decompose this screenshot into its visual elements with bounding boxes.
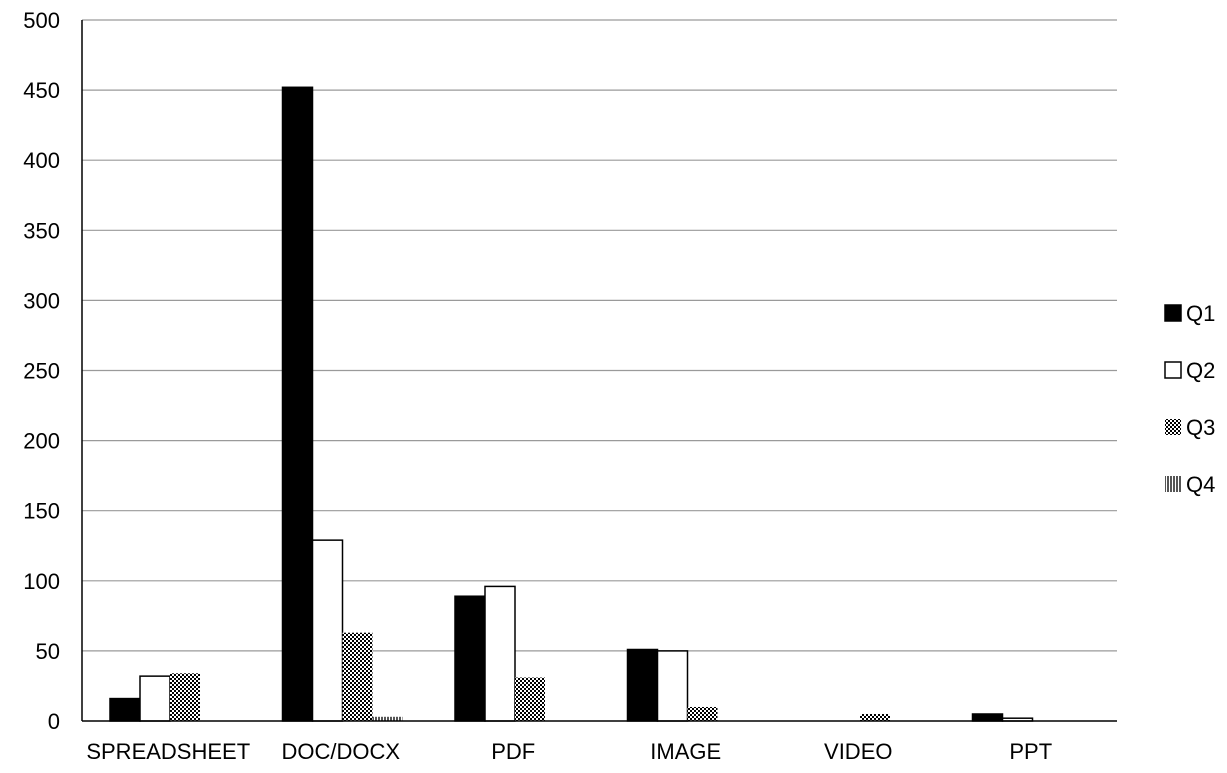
legend-swatch-q4	[1165, 476, 1181, 492]
bar-q3-video	[860, 713, 890, 721]
y-tick-label: 0	[48, 709, 60, 734]
bar-q1-ppt	[971, 713, 1004, 722]
bar-q3-pdf	[515, 677, 545, 721]
bar-q2-pdf	[484, 585, 516, 722]
bar-q2-image	[656, 650, 689, 722]
y-tick-label: 300	[23, 288, 60, 313]
y-tick-label: 150	[23, 499, 60, 524]
x-tick-label: PPT	[1009, 739, 1052, 764]
bar-q2-spreadsheet	[139, 675, 171, 722]
bar-q1-image	[626, 648, 659, 722]
bar-q1-spreadsheet	[109, 697, 141, 722]
bar-q4-doc-docx	[372, 716, 403, 721]
x-tick-label: VIDEO	[824, 739, 892, 764]
y-tick-label: 250	[23, 359, 60, 384]
y-tick-label: 500	[23, 8, 60, 33]
bar-q3-image	[687, 706, 718, 721]
legend-label-q1: Q1	[1186, 301, 1215, 326]
y-tick-label: 50	[36, 639, 60, 664]
bar-q3-doc-docx	[342, 632, 373, 721]
legend-swatch-q2	[1164, 361, 1182, 379]
y-tick-label: 200	[23, 429, 60, 454]
legend-swatch-q1	[1164, 304, 1182, 322]
y-tick-label: 400	[23, 148, 60, 173]
legend: Q1 Q2 Q3 Q4	[1164, 301, 1215, 497]
x-tick-label: PDF	[491, 739, 535, 764]
legend-label-q2: Q2	[1186, 358, 1215, 383]
bar-q2-doc-docx	[311, 539, 344, 722]
legend-label-q3: Q3	[1186, 415, 1215, 440]
legend-swatch-q3	[1165, 419, 1181, 435]
y-tick-label: 100	[23, 569, 60, 594]
axes: 0 50 100 150 200 250 300 350 400 450 500 SPREADSHEE…	[23, 8, 1117, 764]
bar-q1-doc-docx	[281, 86, 314, 722]
legend-label-q4: Q4	[1186, 472, 1215, 497]
x-tick-label: IMAGE	[650, 739, 721, 764]
y-tick-label: 450	[23, 78, 60, 103]
y-tick-label: 350	[23, 218, 60, 243]
x-tick-label: SPREADSHEET	[86, 739, 250, 764]
bars	[109, 86, 1034, 722]
gridlines	[82, 19, 1117, 652]
bar-q1-pdf	[454, 595, 486, 722]
bar-q3-spreadsheet	[170, 673, 200, 721]
x-tick-label: DOC/DOCX	[281, 739, 400, 764]
